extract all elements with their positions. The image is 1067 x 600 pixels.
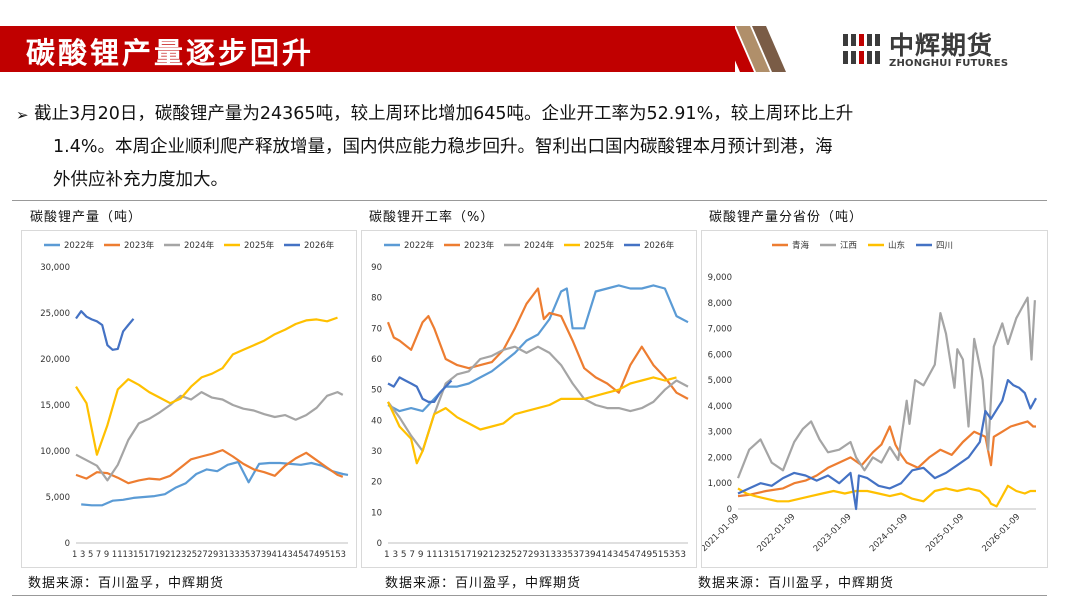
- panel-title-province: 碳酸锂产量分省份（吨）: [709, 210, 864, 225]
- series-line-2026年: [75, 310, 135, 351]
- chart-operating-rate-svg: 0 10 20 30 40 50 60 70 80 90 1 3 5 7 9 11131517192…: [371, 240, 689, 560]
- legend-label: 2024年: [184, 240, 215, 251]
- chart-province-svg: 0 1,000 2,000 3,000 4,000 5,000 6,000 7,000 8,00…: [699, 240, 1037, 554]
- series-line-江西: [736, 296, 1036, 479]
- page-title: 碳酸锂产量逐步回升: [26, 36, 315, 70]
- panel-title-operating-rate: 碳酸锂开工率（%）: [369, 210, 495, 225]
- legend-label: 江西: [840, 241, 857, 251]
- y-tick-label: 30: [371, 447, 382, 457]
- legend-label: 2024年: [524, 240, 555, 251]
- logo-mark-icon: [843, 34, 880, 64]
- y-tick-label: 10: [371, 508, 382, 518]
- divider-bottom: [12, 595, 1047, 596]
- y-tick-label: 30,000: [40, 263, 70, 273]
- y-tick-label: 25,000: [40, 309, 70, 319]
- series-line-2024年: [387, 345, 689, 453]
- series-line-2024年: [75, 391, 344, 482]
- y-tick-label: 4,000: [708, 402, 732, 412]
- legend-label: 2026年: [644, 240, 675, 251]
- legend-label: 青海: [792, 240, 810, 251]
- series-line-2022年: [81, 460, 349, 507]
- decorative-stripes: [720, 26, 786, 72]
- y-tick-label: 0: [727, 505, 732, 515]
- series-line-山东: [737, 484, 1036, 508]
- series-line-2025年: [387, 376, 677, 465]
- legend-label: 2026年: [304, 240, 335, 251]
- series-line-2025年: [75, 316, 338, 456]
- y-tick-label: 9,000: [708, 273, 732, 283]
- y-tick-label: 40: [371, 416, 382, 426]
- y-tick-label: 0: [377, 539, 382, 549]
- series-line-2026年: [387, 376, 453, 403]
- source-note-production: 数据来源：百川盈孚，中辉期货: [28, 576, 225, 591]
- y-tick-label: 60: [371, 355, 382, 365]
- summary-line-2: 1.4%。本周企业顺利爬产释放增量，国内供应能力稳步回升。智利出口国内碳酸锂本月…: [53, 137, 833, 157]
- divider-top: [12, 200, 1047, 201]
- x-tick-labels: 1 3 5 7 9 111315171921232527293133353739…: [72, 550, 346, 560]
- summary-line-3: 外供应补充力度加大。: [53, 170, 228, 190]
- logo-subtitle: ZHONGHUI FUTURES: [889, 58, 1009, 69]
- y-tick-label: 1,000: [708, 479, 732, 489]
- y-tick-label: 50: [371, 386, 382, 396]
- x-tick-label: 2022-01-09: [755, 512, 797, 554]
- y-tick-label: 10,000: [40, 447, 70, 457]
- stripe-red: [720, 26, 754, 72]
- y-tick-label: 20,000: [40, 355, 70, 365]
- y-tick-label: 5,000: [46, 493, 70, 503]
- x-tick-label: 2026-01-09: [980, 512, 1022, 554]
- x-tick-label: 2023-01-09: [812, 512, 854, 554]
- legend-label: 2023年: [124, 240, 155, 251]
- y-tick-label: 70: [371, 324, 382, 334]
- x-tick-labels: 1 3 5 7 9 111315171921232527293133353739…: [384, 550, 686, 560]
- chart-production-svg: 0 5,000 10,000 15,000 20,000 25,000 30,000 1 3 …: [40, 240, 349, 560]
- legend-label: 2022年: [64, 240, 95, 251]
- x-tick-label: 2021-01-09: [702, 512, 741, 554]
- y-tick-label: 0: [65, 539, 70, 549]
- title-bar: [0, 26, 735, 72]
- stripe-brown: [752, 26, 786, 72]
- stripe-tan: [736, 26, 770, 72]
- series-line-2023年: [386, 287, 689, 400]
- logo-name: 中辉期货: [889, 31, 994, 60]
- chart-operating-rate: 0 10 20 30 40 50 60 70 80 90 1 3 5 7 9 11131517192…: [361, 230, 697, 568]
- summary-line-1: 截止3月20日，碳酸锂产量为24365吨，较上周环比增加645吨。企业开工率为5…: [34, 104, 854, 124]
- y-tick-label: 5,000: [708, 376, 732, 386]
- y-tick-label: 8,000: [708, 299, 732, 309]
- legend-label: 2025年: [244, 240, 275, 251]
- y-tick-label: 7,000: [708, 325, 732, 335]
- series-line-四川: [737, 379, 1037, 511]
- y-tick-label: 80: [371, 294, 382, 304]
- y-tick-label: 15,000: [40, 401, 70, 411]
- legend-label: 山东: [888, 240, 905, 251]
- series-line-2023年: [75, 449, 344, 485]
- series-line-青海: [737, 420, 1036, 498]
- legend-label: 2025年: [584, 240, 615, 251]
- y-tick-label: 2,000: [708, 453, 732, 463]
- y-tick-label: 6,000: [708, 350, 732, 360]
- legend-label: 2023年: [464, 240, 495, 251]
- y-tick-label: 90: [371, 263, 382, 273]
- legend-label: 2022年: [404, 240, 435, 251]
- bullet-arrow-icon: ➢: [16, 106, 29, 124]
- source-note-operating-rate: 数据来源：百川盈孚，中辉期货: [385, 576, 582, 591]
- x-tick-label: 2024-01-09: [868, 512, 910, 554]
- source-note-province: 数据来源：百川盈孚，中辉期货: [698, 576, 895, 591]
- y-tick-label: 3,000: [708, 428, 732, 438]
- panel-title-production: 碳酸锂产量（吨）: [30, 210, 143, 225]
- chart-production: 0 5,000 10,000 15,000 20,000 25,000 30,000 1 3 …: [21, 230, 357, 568]
- company-logo: 中辉期货 ZHONGHUI FUTURES: [843, 28, 1043, 72]
- y-tick-label: 20: [371, 478, 382, 488]
- legend-label: 四川: [936, 241, 953, 251]
- x-tick-label: 2025-01-09: [924, 512, 966, 554]
- chart-province: 0 1,000 2,000 3,000 4,000 5,000 6,000 7,000 8,00…: [699, 230, 1048, 568]
